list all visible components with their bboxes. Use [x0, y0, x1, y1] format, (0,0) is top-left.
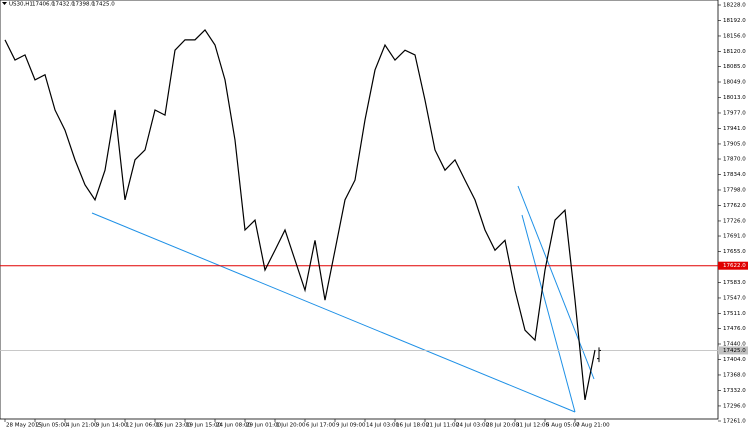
y-tick-label: 17583.0	[723, 280, 746, 286]
x-tick-label: 12 Jun 06:00	[126, 423, 161, 429]
y-tick-label: 17440.0	[723, 341, 746, 347]
y-tick-label: 17547.0	[723, 295, 746, 301]
y-tick-label: 18156.0	[723, 33, 746, 39]
close-price: 17425.0	[92, 2, 115, 8]
y-tick-label: 17332.0	[723, 388, 746, 394]
y-tick-label: 18192.0	[723, 18, 746, 24]
x-tick-label: 7 Aug 21:00	[576, 423, 610, 429]
low-price: 17398.0	[72, 2, 95, 8]
trend-line	[521, 214, 576, 413]
x-tick-label: 5 Aug 05:00	[546, 423, 580, 429]
y-tick-label: 18228.0	[723, 3, 746, 9]
y-tick-label: 17296.0	[723, 403, 746, 409]
x-tick-label: 4 Jun 21:00	[66, 423, 98, 429]
y-tick-label: 17368.0	[723, 372, 746, 378]
price-label-box	[718, 346, 748, 355]
trend-lines	[91, 185, 595, 413]
y-tick-label: 17798.0	[723, 187, 746, 193]
x-tick-label: 9 Jun 14:00	[96, 423, 128, 429]
price-line-series	[4, 29, 596, 401]
x-tick-label: 21 Jul 11:00	[426, 423, 459, 429]
y-tick-label: 17404.0	[723, 357, 746, 363]
price-label: 17425.0	[723, 348, 746, 354]
menu-icon[interactable]	[2, 2, 7, 5]
y-tick-label: 18013.0	[723, 95, 746, 101]
x-tick-label: 24 Jun 08:00	[216, 423, 251, 429]
y-tick-label: 17905.0	[723, 141, 746, 147]
y-tick-label: 18049.0	[723, 80, 746, 86]
trend-line	[91, 212, 576, 413]
y-tick-label: 17870.0	[723, 157, 746, 163]
y-tick-label: 17762.0	[723, 203, 746, 209]
x-tick-label: 16 Jun 23:00	[156, 423, 191, 429]
x-tick-label: 9 Jul 09:00	[336, 423, 366, 429]
x-tick-label: 6 Jul 17:00	[306, 423, 336, 429]
open-price: 17406.0	[32, 2, 55, 8]
x-tick-label: 28 Jul 20:00	[486, 423, 519, 429]
y-tick-label: 17726.0	[723, 218, 746, 224]
x-tick-label: 16 Jul 18:00	[396, 423, 429, 429]
trend-line	[517, 185, 595, 380]
level-label: 17622.0	[723, 263, 746, 269]
x-tick-label: 29 Jun 01:00	[246, 423, 281, 429]
x-tick-label: 31 Jul 12:00	[516, 423, 549, 429]
y-tick-label: 17476.0	[723, 326, 746, 332]
y-tick-label: 18085.0	[723, 64, 746, 70]
level-label-box	[718, 261, 748, 270]
y-tick-label: 17977.0	[723, 110, 746, 116]
y-tick-label: 17511.0	[723, 311, 746, 317]
y-tick-label: 17941.0	[723, 126, 746, 132]
y-tick-label: 17655.0	[723, 249, 746, 255]
x-tick-label: 28 May 2015	[6, 423, 42, 429]
x-tick-label: 2 Jun 05:00	[36, 423, 68, 429]
symbol: US30,H1	[9, 2, 33, 8]
y-tick-label: 17261.0	[723, 419, 746, 425]
x-tick-label: 1 Jul 20:00	[276, 423, 306, 429]
x-tick-label: 24 Jul 03:00	[456, 423, 489, 429]
y-tick-label: 17691.0	[723, 234, 746, 240]
x-tick-label: 14 Jul 03:00	[366, 423, 399, 429]
x-tick-label: 19 Jun 15:00	[186, 423, 221, 429]
y-tick-label: 18120.0	[723, 49, 746, 55]
y-tick-label: 17834.0	[723, 172, 746, 178]
high-price: 17432.0	[52, 2, 75, 8]
plot-frame	[0, 0, 719, 420]
